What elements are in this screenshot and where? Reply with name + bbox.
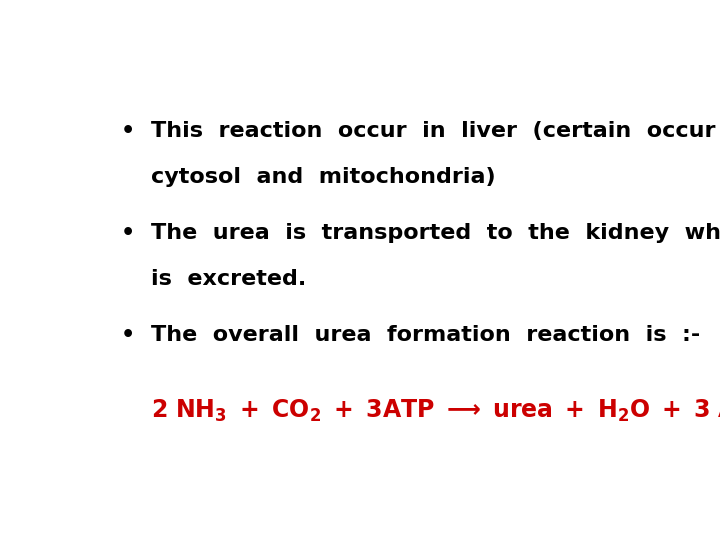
Text: $\mathbf{2\ NH_3\ +\ CO_2\ +\ 3ATP\ {\longrightarrow}\ urea\ +\ H_2O\ +\ 3\ ADP}: $\mathbf{2\ NH_3\ +\ CO_2\ +\ 3ATP\ {\lo… (151, 397, 720, 424)
Text: cytosol  and  mitochondria): cytosol and mitochondria) (151, 167, 496, 187)
Text: •: • (121, 121, 135, 141)
Text: This  reaction  occur  in  liver  (certain  occur  in: This reaction occur in liver (certain oc… (151, 121, 720, 141)
Text: The  overall  urea  formation  reaction  is  :-: The overall urea formation reaction is :… (151, 325, 701, 345)
Text: •: • (121, 325, 135, 345)
Text: •: • (121, 223, 135, 243)
Text: The  urea  is  transported  to  the  kidney  where  it: The urea is transported to the kidney wh… (151, 223, 720, 243)
Text: is  excreted.: is excreted. (151, 268, 307, 288)
